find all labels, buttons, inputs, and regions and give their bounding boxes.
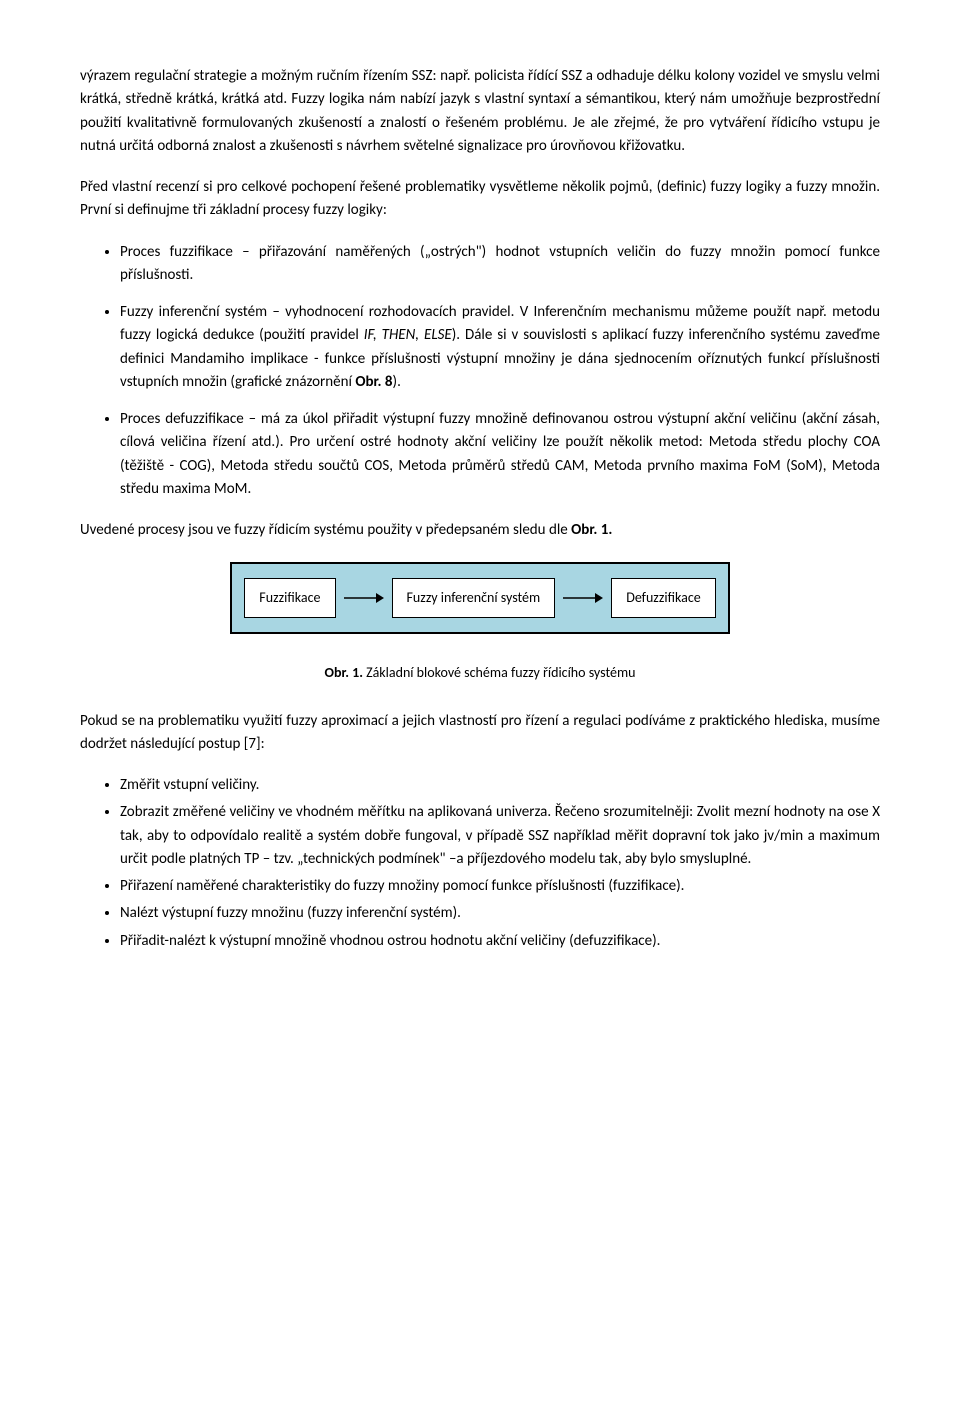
list-item: Proces defuzzifikace – má za úkol přiřad… xyxy=(120,408,880,501)
fuzzy-diagram: Fuzzifikace Fuzzy inferenční systém Defu… xyxy=(230,562,729,634)
list-item: Změřit vstupní veličiny. xyxy=(120,774,880,797)
italic-text: IF, THEN, ELSE xyxy=(364,326,452,344)
bold-text: Obr. 1. xyxy=(571,521,612,539)
paragraph-2: Před vlastní recenzí si pro celkové poch… xyxy=(80,176,880,223)
caption-text: Základní blokové schéma fuzzy řídicího s… xyxy=(363,664,636,681)
diagram-box-defuzzification: Defuzzifikace xyxy=(611,578,715,618)
figure-caption: Obr. 1. Základní blokové schéma fuzzy ří… xyxy=(80,662,880,684)
list-item: Zobrazit změřené veličiny ve vhodném měř… xyxy=(120,801,880,871)
arrow-icon xyxy=(563,591,603,605)
list-item: Fuzzy inferenční systém – vyhodnocení ro… xyxy=(120,301,880,394)
diagram-row: Fuzzifikace Fuzzy inferenční systém Defu… xyxy=(244,578,715,618)
bold-text: Obr. 8 xyxy=(355,373,392,391)
list-item: Přiřadit-nalézt k výstupní množině vhodn… xyxy=(120,930,880,953)
diagram-box-inference: Fuzzy inferenční systém xyxy=(392,578,556,618)
arrow-icon xyxy=(344,591,384,605)
bullet-list-1: Proces fuzzifikace – přiřazování naměřen… xyxy=(80,241,880,502)
diagram-container: Fuzzifikace Fuzzy inferenční systém Defu… xyxy=(80,562,880,634)
list-item: Nalézt výstupní fuzzy množinu (fuzzy inf… xyxy=(120,902,880,925)
list-item: Proces fuzzifikace – přiřazování naměřen… xyxy=(120,241,880,288)
paragraph-1: výrazem regulační strategie a možným ruč… xyxy=(80,65,880,158)
bullet-list-2: Změřit vstupní veličiny. Zobrazit změřen… xyxy=(80,774,880,953)
text: ). xyxy=(393,373,401,391)
text: Uvedené procesy jsou ve fuzzy řídicím sy… xyxy=(80,521,571,539)
paragraph-3: Uvedené procesy jsou ve fuzzy řídicím sy… xyxy=(80,519,880,542)
diagram-box-fuzzification: Fuzzifikace xyxy=(244,578,335,618)
list-item: Přiřazení naměřené charakteristiky do fu… xyxy=(120,875,880,898)
caption-label: Obr. 1. xyxy=(324,664,362,681)
paragraph-4: Pokud se na problematiku využití fuzzy a… xyxy=(80,710,880,757)
